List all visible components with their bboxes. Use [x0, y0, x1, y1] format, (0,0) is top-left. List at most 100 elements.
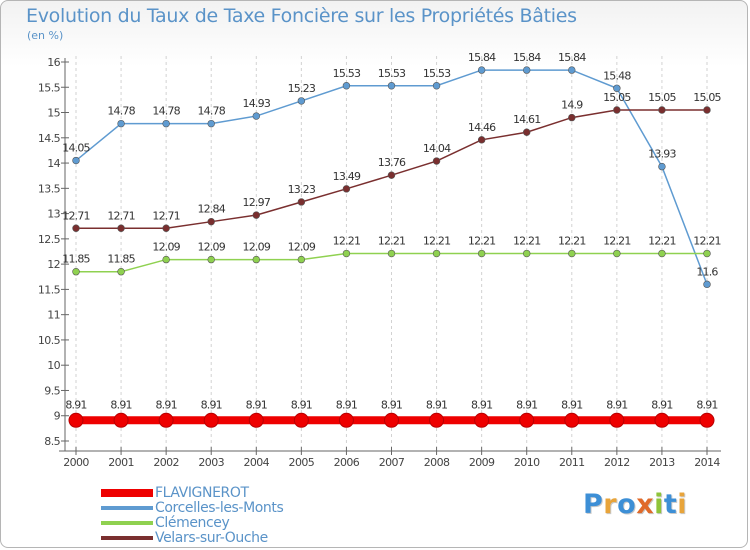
- data-label: 15.05: [693, 91, 721, 104]
- logo-letter: t: [664, 489, 677, 520]
- legend-item: Clémencey: [101, 515, 229, 531]
- data-point: [253, 256, 260, 263]
- x-tick-label: 2010: [514, 456, 540, 469]
- data-label: 15.23: [288, 82, 316, 95]
- data-point: [73, 157, 80, 164]
- data-point: [163, 256, 170, 263]
- data-label: 14.93: [243, 97, 271, 110]
- data-point: [610, 413, 624, 427]
- data-point: [433, 250, 440, 257]
- data-point: [343, 250, 350, 257]
- data-point: [388, 82, 395, 89]
- data-label: 14.61: [513, 113, 541, 126]
- y-tick-label: 8.5: [44, 435, 60, 448]
- data-label: 14.9: [561, 99, 583, 112]
- data-label: 8.91: [246, 398, 267, 411]
- y-tick-label: 9: [54, 410, 61, 423]
- chart-frame: Evolution du Taux de Taxe Foncière sur l…: [0, 0, 748, 548]
- x-tick-label: 2011: [559, 456, 585, 469]
- data-label: 15.53: [423, 67, 451, 80]
- logo-letter: r: [603, 489, 617, 520]
- data-label: 8.91: [606, 398, 627, 411]
- data-label: 11.85: [107, 253, 135, 266]
- legend-label: Velars-sur-Ouche: [155, 530, 268, 546]
- x-tick-label: 2008: [424, 456, 450, 469]
- data-point: [208, 256, 215, 263]
- data-label: 8.91: [336, 398, 357, 411]
- legend-swatch: [101, 489, 153, 497]
- data-point: [478, 250, 485, 257]
- data-point: [294, 413, 308, 427]
- logo-letter: o: [617, 489, 636, 520]
- data-point: [659, 250, 666, 257]
- data-label: 8.91: [155, 398, 176, 411]
- data-point: [298, 199, 305, 206]
- data-label: 13.49: [333, 170, 361, 183]
- data-label: 12.09: [288, 241, 316, 254]
- data-label: 8.91: [291, 398, 312, 411]
- data-label: 11.85: [62, 253, 90, 266]
- data-label: 8.91: [426, 398, 447, 411]
- legend-swatch: [101, 506, 153, 510]
- x-tick-label: 2009: [469, 456, 495, 469]
- data-point: [433, 82, 440, 89]
- data-label: 12.71: [152, 209, 180, 222]
- data-label: 12.21: [693, 235, 721, 248]
- logo-letter: x: [636, 489, 654, 520]
- data-label: 12.21: [603, 235, 631, 248]
- proxiti-logo: Proxiti: [583, 489, 687, 520]
- data-label: 8.91: [516, 398, 537, 411]
- data-label: 15.05: [648, 91, 676, 104]
- y-tick-label: 14: [47, 157, 60, 170]
- data-point: [478, 67, 485, 74]
- y-tick-label: 9.5: [44, 384, 60, 397]
- y-tick-label: 12.5: [38, 233, 61, 246]
- data-point: [114, 413, 128, 427]
- y-tick-label: 15: [47, 107, 60, 120]
- data-label: 12.71: [62, 209, 90, 222]
- data-point: [704, 107, 711, 114]
- y-tick-label: 14.5: [38, 132, 61, 145]
- data-label: 13.93: [648, 148, 676, 161]
- data-point: [208, 218, 215, 225]
- data-label: 12.21: [558, 235, 586, 248]
- data-label: 8.91: [651, 398, 672, 411]
- data-label: 14.05: [62, 142, 90, 155]
- data-point: [159, 413, 173, 427]
- data-point: [565, 413, 579, 427]
- x-tick-label: 2013: [649, 456, 675, 469]
- data-point: [385, 413, 399, 427]
- data-point: [118, 120, 125, 127]
- data-point: [204, 413, 218, 427]
- x-tick-label: 2006: [334, 456, 360, 469]
- data-point: [163, 225, 170, 232]
- data-label: 12.97: [243, 196, 271, 209]
- data-label: 12.21: [378, 235, 406, 248]
- data-point: [298, 98, 305, 105]
- data-point: [523, 67, 530, 74]
- data-point: [69, 413, 83, 427]
- data-point: [523, 250, 530, 257]
- data-point: [478, 136, 485, 143]
- data-label: 15.84: [468, 51, 496, 64]
- x-tick-label: 2014: [694, 456, 720, 469]
- y-tick-label: 12: [47, 258, 60, 271]
- legend-swatch: [101, 521, 153, 525]
- data-label: 11.6: [696, 265, 718, 278]
- data-point: [343, 82, 350, 89]
- data-label: 8.91: [696, 398, 717, 411]
- data-point: [253, 113, 260, 120]
- x-tick-label: 2003: [198, 456, 224, 469]
- data-label: 12.21: [333, 235, 361, 248]
- data-label: 12.09: [243, 241, 271, 254]
- data-point: [253, 212, 260, 219]
- data-label: 12.21: [513, 235, 541, 248]
- data-label: 12.09: [197, 241, 225, 254]
- data-label: 15.84: [558, 51, 586, 64]
- data-point: [475, 413, 489, 427]
- data-label: 14.78: [107, 105, 135, 118]
- data-label: 12.21: [468, 235, 496, 248]
- data-point: [523, 129, 530, 136]
- data-label: 12.21: [648, 235, 676, 248]
- data-label: 12.71: [107, 209, 135, 222]
